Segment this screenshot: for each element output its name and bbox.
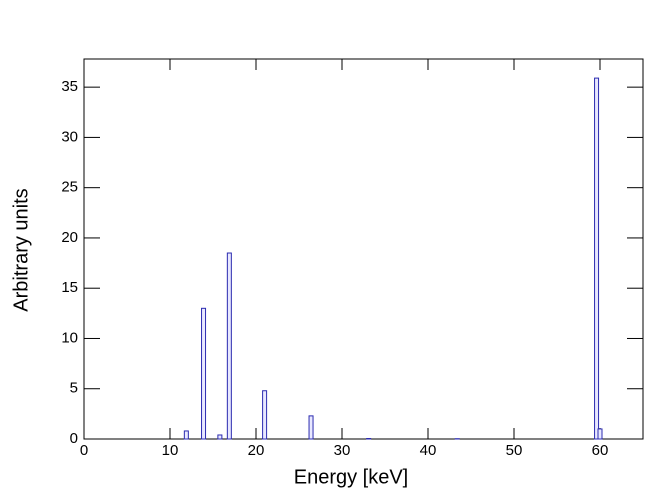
y-tick-label: 25 [61,179,78,196]
bar [201,307,207,440]
x-tick-label: 40 [420,442,437,459]
bar [226,252,232,440]
bar [183,430,189,440]
plot-frame [83,58,644,440]
y-tick-label: 15 [61,279,78,296]
y-tick-label: 30 [61,128,78,145]
y-tick-label: 20 [61,229,78,246]
x-tick-label: 50 [506,442,523,459]
x-axis-title: Energy [keV] [294,466,409,488]
y-axis-title: Arbitrary units [10,188,32,311]
x-tick-label: 60 [592,442,609,459]
x-tick-label: 10 [162,442,179,459]
x-tick-label: 0 [80,442,88,459]
x-tick-label: 30 [334,442,351,459]
x-tick-label: 20 [248,442,265,459]
bar [366,437,372,440]
bar [217,434,223,440]
y-tick-label: 0 [70,430,78,447]
y-tick-label: 5 [70,380,78,397]
y-tick-label: 35 [61,78,78,95]
y-tick-label: 10 [61,329,78,346]
bar [594,77,600,440]
bar [597,428,603,440]
bar [262,390,268,440]
bar [308,415,314,440]
